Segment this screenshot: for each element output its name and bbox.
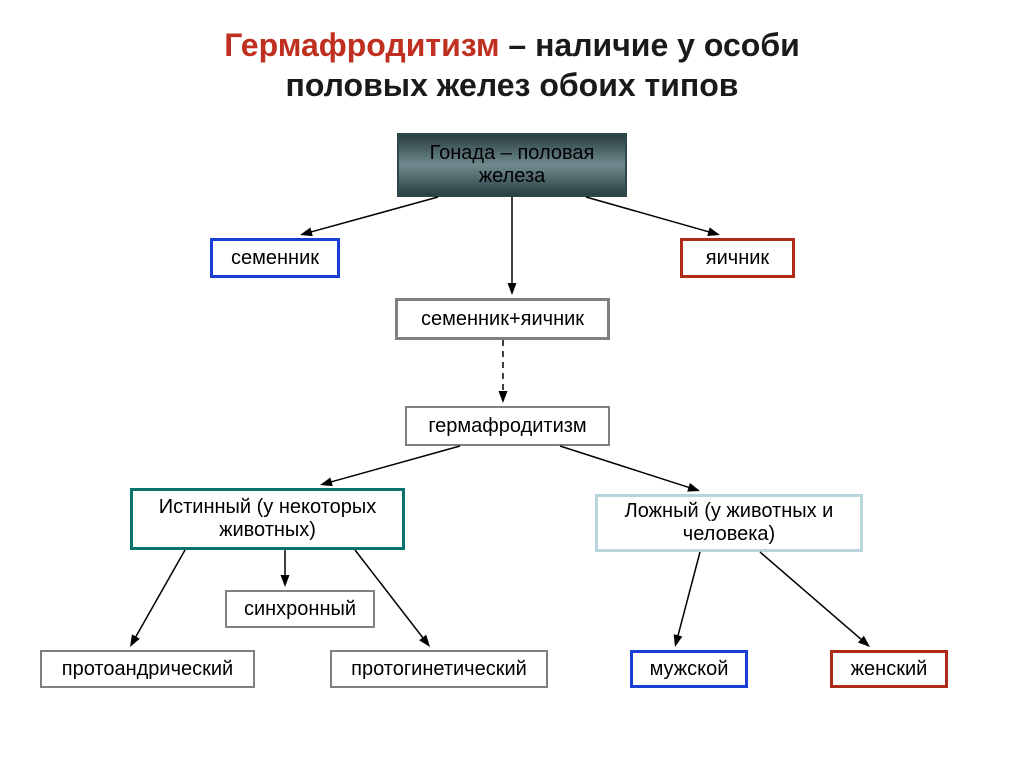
title-line2: половых желез обоих типов xyxy=(0,65,1024,105)
node-gonad-l2: железа xyxy=(430,165,595,188)
node-both: семенник+яичник xyxy=(395,298,610,340)
node-both-label: семенник+яичник xyxy=(421,308,584,331)
node-female-label: женский xyxy=(851,658,928,681)
node-protoandr-label: протоандрический xyxy=(62,658,233,681)
node-ovary: яичник xyxy=(680,238,795,278)
title-rest1: – наличие у особи xyxy=(500,27,800,63)
node-female: женский xyxy=(830,650,948,688)
node-true-l1: Истинный (у некоторых xyxy=(159,496,377,519)
node-testis: семенник xyxy=(210,238,340,278)
node-herm-label: гермафродитизм xyxy=(428,415,586,438)
node-false-l2: человека) xyxy=(625,523,834,546)
node-protogynetic: протогинетический xyxy=(330,650,548,688)
title-highlight: Гермафродитизм xyxy=(224,27,499,63)
node-false-l1: Ложный (у животных и xyxy=(625,500,834,523)
node-gonad-l1: Гонада – половая xyxy=(430,142,595,165)
node-true-l2: животных) xyxy=(159,519,377,542)
node-protogyn-label: протогинетический xyxy=(351,658,527,681)
node-synchronous: синхронный xyxy=(225,590,375,628)
node-protoandric: протоандрический xyxy=(40,650,255,688)
node-herm: гермафродитизм xyxy=(405,406,610,446)
title: Гермафродитизм – наличие у особи половых… xyxy=(0,25,1024,105)
node-true-herm: Истинный (у некоторых животных) xyxy=(130,488,405,550)
node-testis-label: семенник xyxy=(231,247,319,270)
node-male: мужской xyxy=(630,650,748,688)
node-ovary-label: яичник xyxy=(706,247,769,270)
node-male-label: мужской xyxy=(650,658,729,681)
node-sync-label: синхронный xyxy=(244,598,356,621)
node-gonad: Гонада – половая железа xyxy=(397,133,627,197)
node-false-herm: Ложный (у животных и человека) xyxy=(595,494,863,552)
